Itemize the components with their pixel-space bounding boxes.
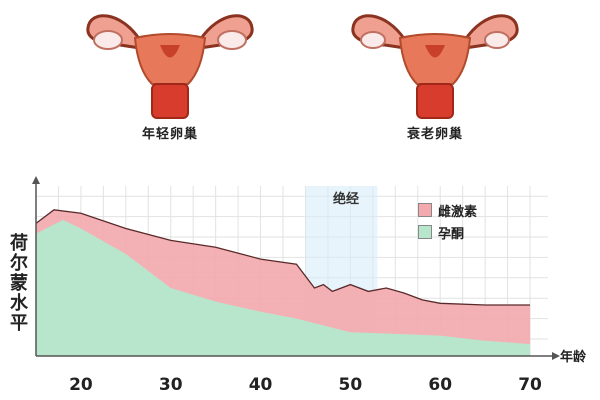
aging-ovary-caption: 衰老卵巢: [406, 127, 463, 142]
y-axis-label: 荷尔蒙水平: [10, 233, 28, 334]
aging-ovary-illustration: [345, 0, 525, 126]
menopause-label: 绝经: [333, 192, 360, 207]
young-ovary-caption: 年轻卵巢: [141, 127, 198, 142]
legend-item-estrogen: 雌激素: [418, 199, 477, 221]
uterus-ovaries-icon: [351, 14, 519, 119]
legend: 雌激素 孕酮: [418, 199, 477, 243]
uterus-ovaries-icon: [86, 14, 254, 119]
young-ovary-illustration: [80, 0, 260, 126]
x-tick-label: 50: [339, 375, 363, 395]
x-axis-label: 年龄: [560, 350, 587, 365]
x-tick-label: 70: [518, 375, 542, 395]
x-axis-arrow: [552, 352, 560, 360]
series-estrogen-line: [35, 209, 531, 306]
y-axis-arrow: [32, 176, 40, 184]
x-tick-label: 20: [69, 375, 93, 395]
hormone-chart: 20 30 40 50 60 70: [0, 176, 600, 400]
legend-label-progesterone: 孕酮: [438, 226, 465, 242]
legend-item-progesterone: 孕酮: [418, 221, 477, 243]
legend-swatch-progesterone: [418, 225, 432, 239]
legend-label-estrogen: 雌激素: [438, 204, 478, 220]
x-tick-labels: 20 30 40 50 60 70: [69, 375, 542, 395]
x-tick-label: 40: [249, 375, 273, 395]
x-tick-label: 60: [428, 375, 452, 395]
series-progesterone-area: [36, 220, 531, 356]
hormone-chart-svg: 20 30 40 50 60 70: [32, 176, 560, 395]
x-tick-label: 30: [159, 375, 183, 395]
legend-swatch-estrogen: [418, 203, 432, 217]
